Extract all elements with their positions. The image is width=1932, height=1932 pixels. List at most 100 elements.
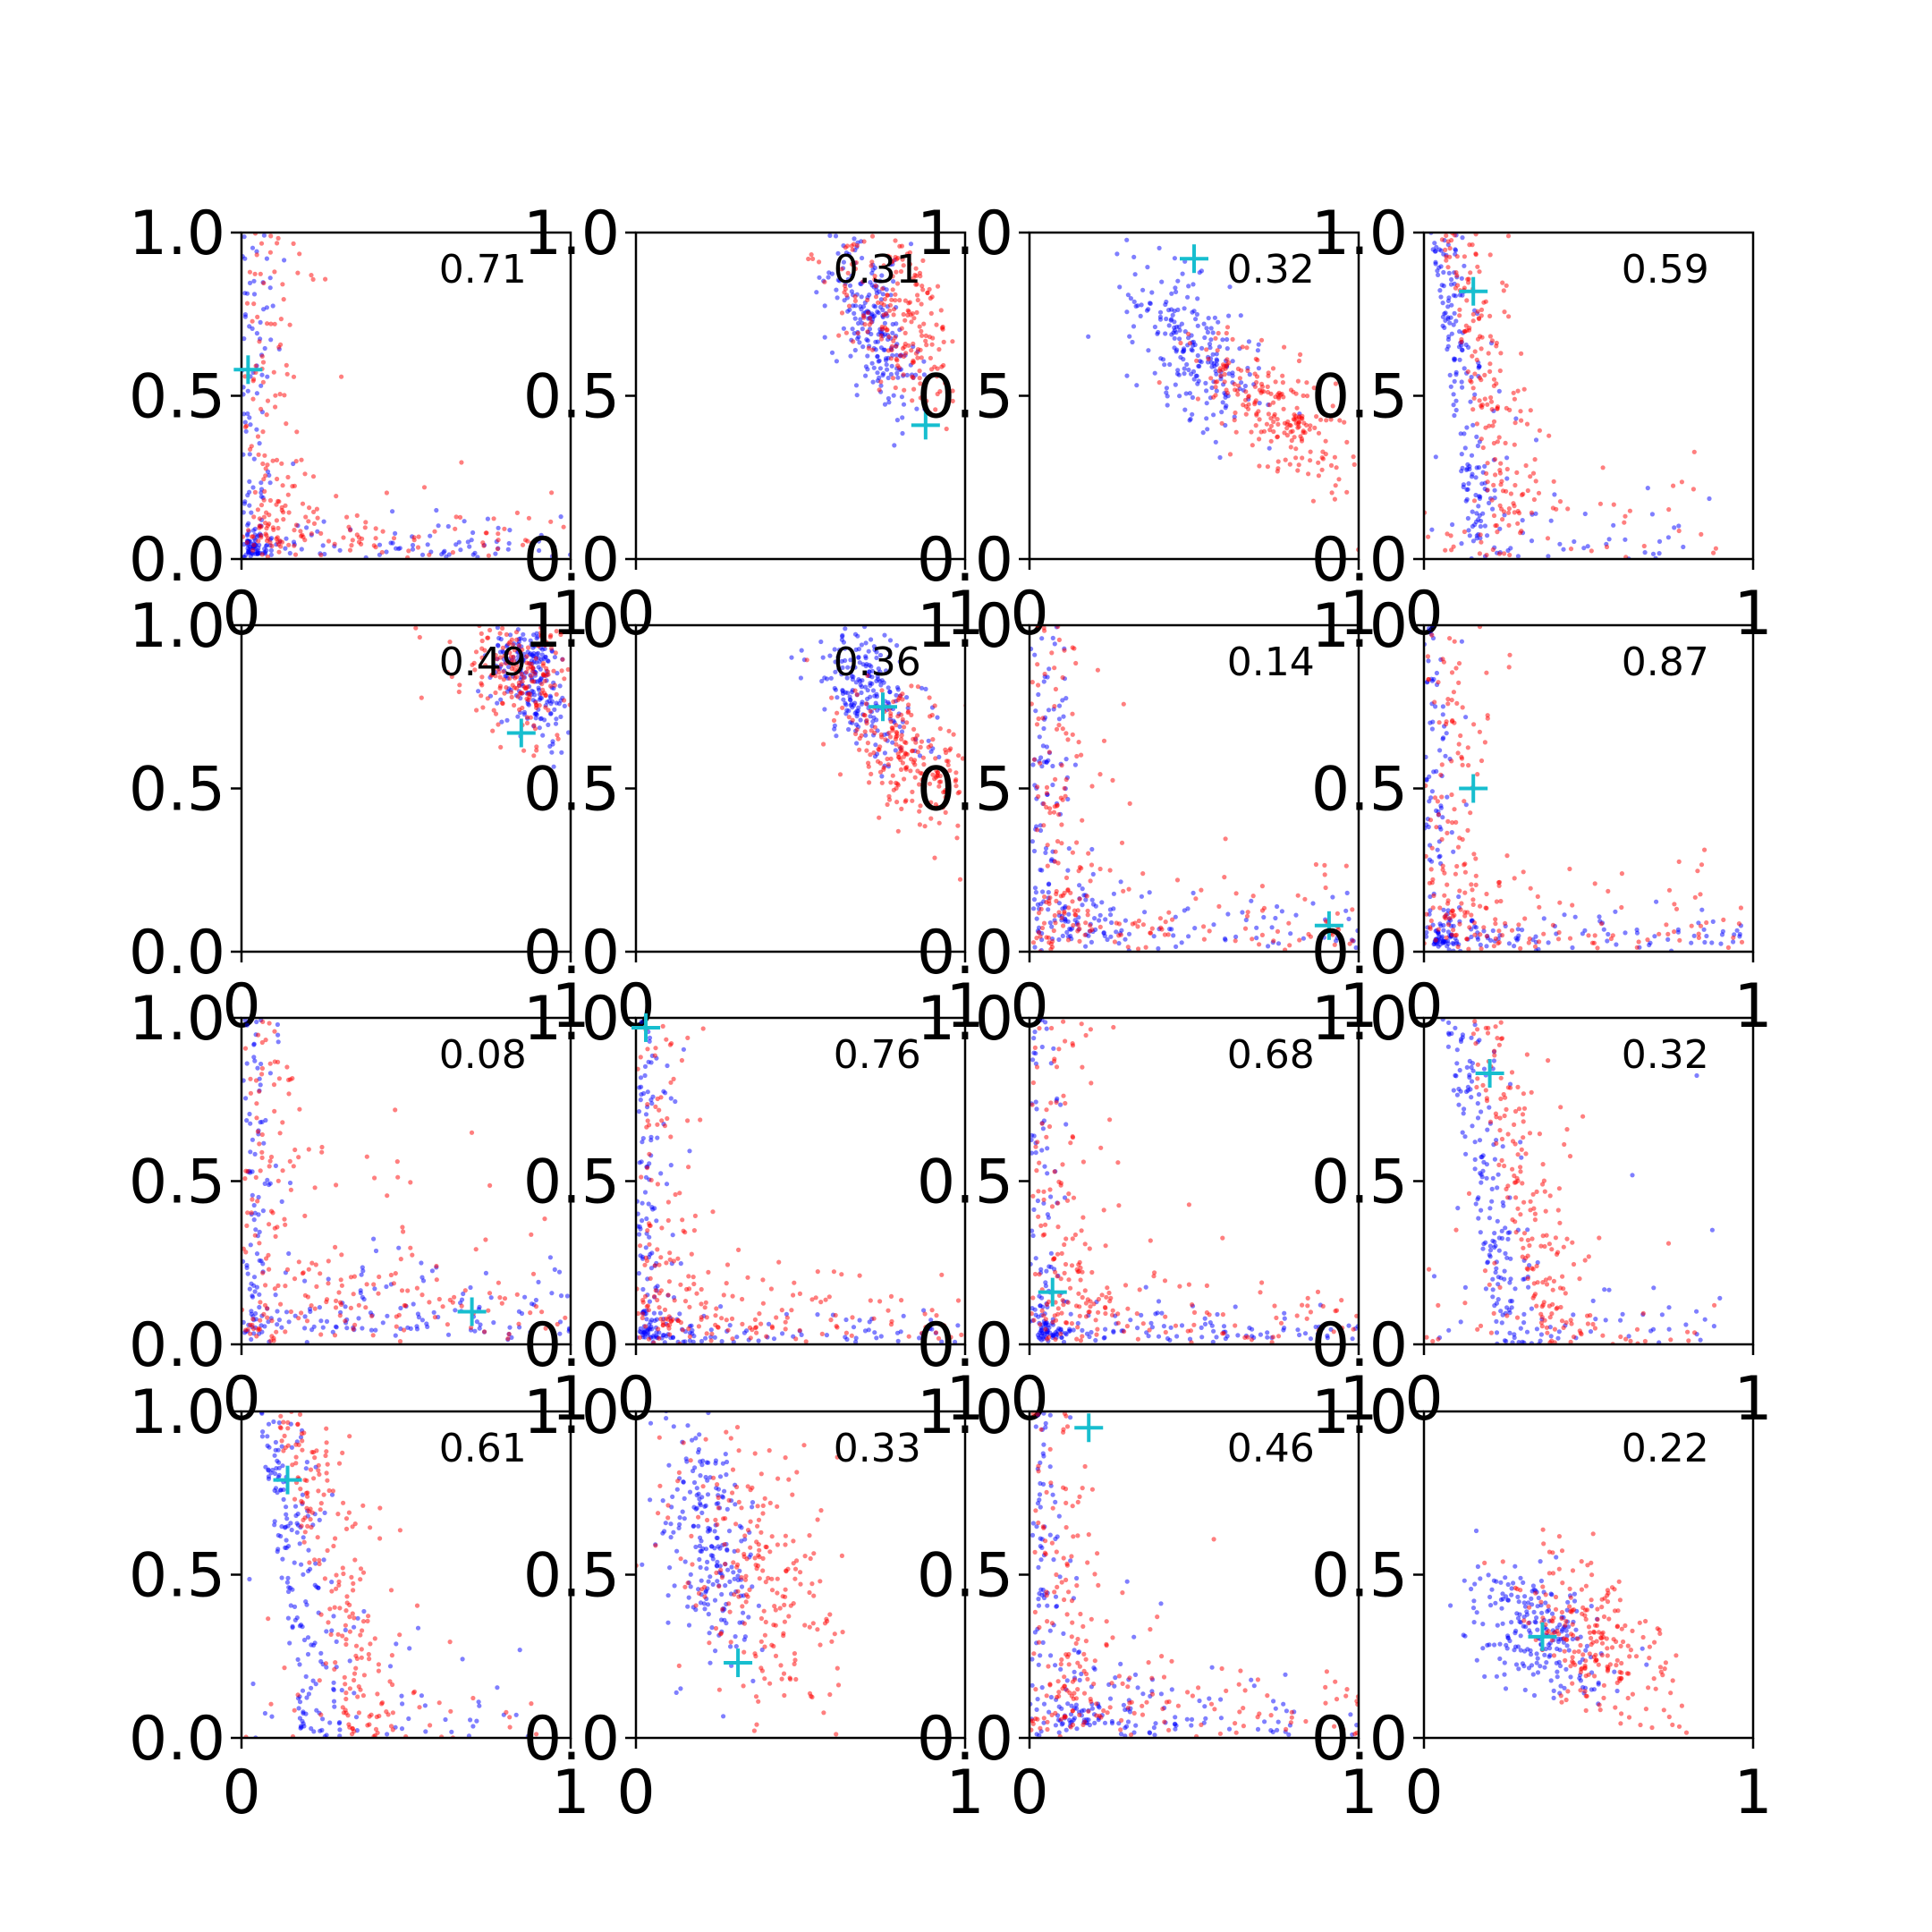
scatter-point [929, 294, 935, 300]
scatter-point [854, 393, 860, 398]
scatter-point [835, 655, 841, 660]
scatter-point [1206, 356, 1211, 361]
scatter-point [1055, 1311, 1061, 1317]
scatter-point [936, 784, 942, 789]
scatter-point [1067, 1328, 1072, 1334]
scatter-point [819, 1331, 825, 1336]
scatter-point [1059, 763, 1064, 768]
scatter-point [1279, 909, 1284, 914]
scatter-point [895, 751, 901, 757]
scatter-point [658, 1317, 664, 1322]
scatter-point [921, 762, 927, 767]
scatter-point [1453, 398, 1459, 403]
scatter-point [1457, 921, 1462, 927]
scatter-point [243, 1327, 249, 1333]
scatter-point [1060, 698, 1065, 703]
scatter-point [860, 699, 865, 705]
scatter-point [1275, 392, 1281, 397]
scatter-point [855, 336, 860, 342]
scatter-point [1064, 1198, 1071, 1203]
scatter-point [1275, 903, 1280, 910]
scatter-point [1136, 918, 1141, 924]
scatter-point [1531, 496, 1537, 503]
scatter-point [704, 1331, 709, 1336]
scatter-point [1056, 637, 1062, 643]
scatter-point [1070, 711, 1075, 716]
scatter-point [847, 283, 853, 288]
scatter-point [257, 516, 262, 521]
scatter-point [1048, 1250, 1054, 1256]
panel-value-label: 0.08 [439, 1032, 527, 1078]
scatter-point [843, 690, 848, 695]
scatter-point [1445, 830, 1450, 836]
scatter-point [1079, 1228, 1084, 1233]
scatter-point [1035, 1140, 1040, 1145]
scatter-point [1214, 388, 1219, 394]
scatter-point [1047, 1187, 1053, 1192]
scatter-point [877, 815, 882, 820]
scatter-point [1482, 740, 1487, 745]
scatter-point [1323, 438, 1328, 444]
scatter-point [1031, 1050, 1037, 1055]
scatter-point [915, 347, 921, 352]
scatter-point [324, 1297, 330, 1302]
scatter-point [915, 355, 920, 360]
scatter-point [260, 379, 266, 385]
scatter-point [1445, 298, 1451, 303]
scatter-point [1139, 302, 1144, 308]
scatter-point [1657, 538, 1663, 545]
scatter-point [881, 263, 886, 268]
scatter-point [1450, 940, 1455, 945]
scatter-point [1444, 233, 1449, 238]
scatter-point [936, 779, 942, 784]
scatter-point [1099, 900, 1105, 905]
scatter-point [863, 654, 869, 659]
scatter-point [520, 647, 525, 652]
scatter-point [260, 1208, 266, 1214]
scatter-point [1072, 1232, 1078, 1238]
scatter-point [921, 1308, 927, 1313]
scatter-point [1492, 456, 1498, 462]
scatter-point [1148, 1320, 1154, 1326]
scatter-point [1264, 421, 1269, 427]
scatter-point [251, 1041, 257, 1046]
scatter-point [927, 286, 932, 292]
scatter-point [1224, 325, 1231, 330]
scatter-point [1173, 285, 1178, 291]
scatter-point [1083, 1314, 1089, 1319]
scatter-point [758, 1321, 764, 1326]
scatter-point [1036, 1214, 1041, 1219]
scatter-point [254, 331, 259, 336]
scatter-point [885, 292, 890, 298]
scatter-point [483, 530, 488, 536]
scatter-point [1676, 859, 1682, 865]
scatter-point [1063, 1332, 1069, 1337]
scatter-point [1676, 523, 1682, 529]
scatter-point [1470, 386, 1476, 391]
scatter-point [1470, 523, 1475, 530]
scatter-point [1440, 815, 1445, 820]
scatter-point [251, 1055, 257, 1060]
y-tick-label: 1.0 [917, 591, 1013, 662]
scatter-point [1731, 935, 1736, 940]
scatter-point [927, 768, 932, 774]
scatter-point [1061, 714, 1066, 719]
scatter-point [686, 1165, 691, 1170]
scatter-point [258, 480, 264, 486]
scatter-point [248, 1149, 253, 1155]
scatter-point [248, 1121, 253, 1126]
scatter-point [648, 1275, 653, 1281]
scatter-point [280, 1120, 285, 1125]
scatter-point [923, 333, 928, 338]
scatter-point [1202, 1321, 1208, 1326]
scatter-point [1036, 682, 1041, 688]
scatter-point [852, 298, 859, 303]
scatter-point [1330, 932, 1335, 937]
scatter-point [1589, 548, 1594, 554]
scatter-point [1696, 935, 1701, 940]
scatter-point [1302, 1331, 1309, 1336]
scatter-point [1271, 419, 1276, 425]
scatter-point [1459, 379, 1464, 385]
scatter-point [1068, 1311, 1073, 1317]
scatter-point [1046, 907, 1051, 912]
